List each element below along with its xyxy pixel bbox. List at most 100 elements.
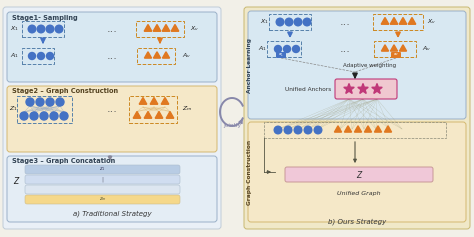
Polygon shape [171, 24, 179, 31]
Polygon shape [144, 24, 152, 31]
FancyBboxPatch shape [25, 195, 180, 204]
Circle shape [303, 18, 311, 26]
Circle shape [294, 126, 302, 134]
Polygon shape [344, 83, 354, 93]
Text: Unified Graph: Unified Graph [337, 191, 381, 196]
Polygon shape [150, 97, 158, 104]
Polygon shape [384, 126, 392, 132]
Polygon shape [166, 111, 174, 118]
Text: ...: ... [339, 17, 350, 27]
Circle shape [314, 126, 322, 134]
Text: ...: ... [339, 44, 350, 54]
Text: $z_1$: $z_1$ [99, 166, 106, 173]
Circle shape [30, 112, 38, 120]
Text: $Z_1$: $Z_1$ [9, 105, 18, 114]
FancyBboxPatch shape [3, 7, 221, 229]
Circle shape [28, 53, 36, 59]
Polygon shape [374, 126, 382, 132]
Polygon shape [400, 45, 407, 51]
Text: Z: Z [13, 178, 18, 187]
Circle shape [37, 25, 45, 33]
Circle shape [55, 25, 63, 33]
Text: |: | [101, 177, 103, 182]
Polygon shape [153, 24, 161, 31]
Circle shape [40, 112, 48, 120]
Text: Stage3 – Graph Concatation: Stage3 – Graph Concatation [12, 158, 115, 164]
FancyBboxPatch shape [25, 165, 180, 174]
Text: $X_1$: $X_1$ [10, 25, 19, 33]
Circle shape [284, 126, 292, 134]
Polygon shape [382, 45, 389, 51]
Text: Stage2 – Graph Construction: Stage2 – Graph Construction [12, 88, 118, 94]
Text: Unified Anchors: Unified Anchors [285, 87, 331, 91]
Polygon shape [155, 111, 163, 118]
FancyBboxPatch shape [391, 52, 401, 58]
FancyBboxPatch shape [244, 7, 470, 229]
Polygon shape [408, 18, 416, 24]
Circle shape [283, 46, 291, 53]
Polygon shape [335, 126, 342, 132]
Polygon shape [162, 24, 170, 31]
FancyBboxPatch shape [248, 11, 466, 119]
Polygon shape [372, 83, 382, 93]
Circle shape [46, 53, 54, 59]
Text: $a_v$: $a_v$ [393, 52, 399, 58]
Text: $A_1$: $A_1$ [10, 52, 19, 60]
Polygon shape [161, 97, 169, 104]
Circle shape [304, 126, 312, 134]
Circle shape [46, 25, 54, 33]
FancyBboxPatch shape [7, 156, 217, 222]
FancyBboxPatch shape [7, 86, 217, 152]
Text: Z: Z [356, 170, 362, 179]
Polygon shape [358, 83, 368, 93]
Text: $X_1$: $X_1$ [260, 18, 269, 27]
Circle shape [276, 18, 284, 26]
Polygon shape [163, 52, 170, 58]
Circle shape [285, 18, 293, 26]
Polygon shape [154, 52, 161, 58]
Text: $A_v$: $A_v$ [182, 52, 191, 60]
Text: ...: ... [107, 104, 118, 114]
Polygon shape [391, 45, 398, 51]
Polygon shape [345, 126, 352, 132]
Text: $Z_m$: $Z_m$ [182, 105, 192, 114]
Text: $z_m$: $z_m$ [99, 196, 106, 203]
Polygon shape [381, 18, 389, 24]
FancyBboxPatch shape [335, 79, 397, 99]
Polygon shape [133, 111, 141, 118]
Text: $X_v$: $X_v$ [190, 25, 199, 33]
Text: Adaptive weighting: Adaptive weighting [344, 63, 397, 68]
Circle shape [26, 98, 34, 106]
Text: Jointly: Jointly [223, 123, 241, 128]
Polygon shape [355, 126, 362, 132]
Circle shape [46, 98, 54, 106]
Text: $X_v$: $X_v$ [427, 18, 436, 27]
Polygon shape [144, 111, 152, 118]
Polygon shape [399, 18, 407, 24]
Text: Anchor Learning: Anchor Learning [247, 37, 253, 92]
Polygon shape [365, 126, 372, 132]
Text: a) Traditional Strategy: a) Traditional Strategy [73, 210, 151, 217]
Circle shape [274, 46, 282, 53]
Text: $A_1$: $A_1$ [258, 45, 267, 54]
Circle shape [50, 112, 58, 120]
FancyBboxPatch shape [276, 52, 286, 58]
Circle shape [56, 98, 64, 106]
Circle shape [292, 46, 300, 53]
Circle shape [28, 25, 36, 33]
Circle shape [37, 53, 45, 59]
Circle shape [36, 98, 44, 106]
Circle shape [274, 126, 282, 134]
Circle shape [294, 18, 302, 26]
FancyBboxPatch shape [25, 175, 180, 184]
Circle shape [60, 112, 68, 120]
Polygon shape [145, 52, 152, 58]
Polygon shape [139, 97, 147, 104]
Text: ...: ... [107, 51, 118, 61]
Text: ...: ... [107, 24, 118, 34]
Circle shape [20, 112, 28, 120]
Text: b) Ours Strategy: b) Ours Strategy [328, 218, 386, 225]
Text: Stage1- Sampling: Stage1- Sampling [12, 15, 78, 21]
Text: $a_1$: $a_1$ [278, 51, 284, 59]
FancyBboxPatch shape [25, 185, 180, 194]
